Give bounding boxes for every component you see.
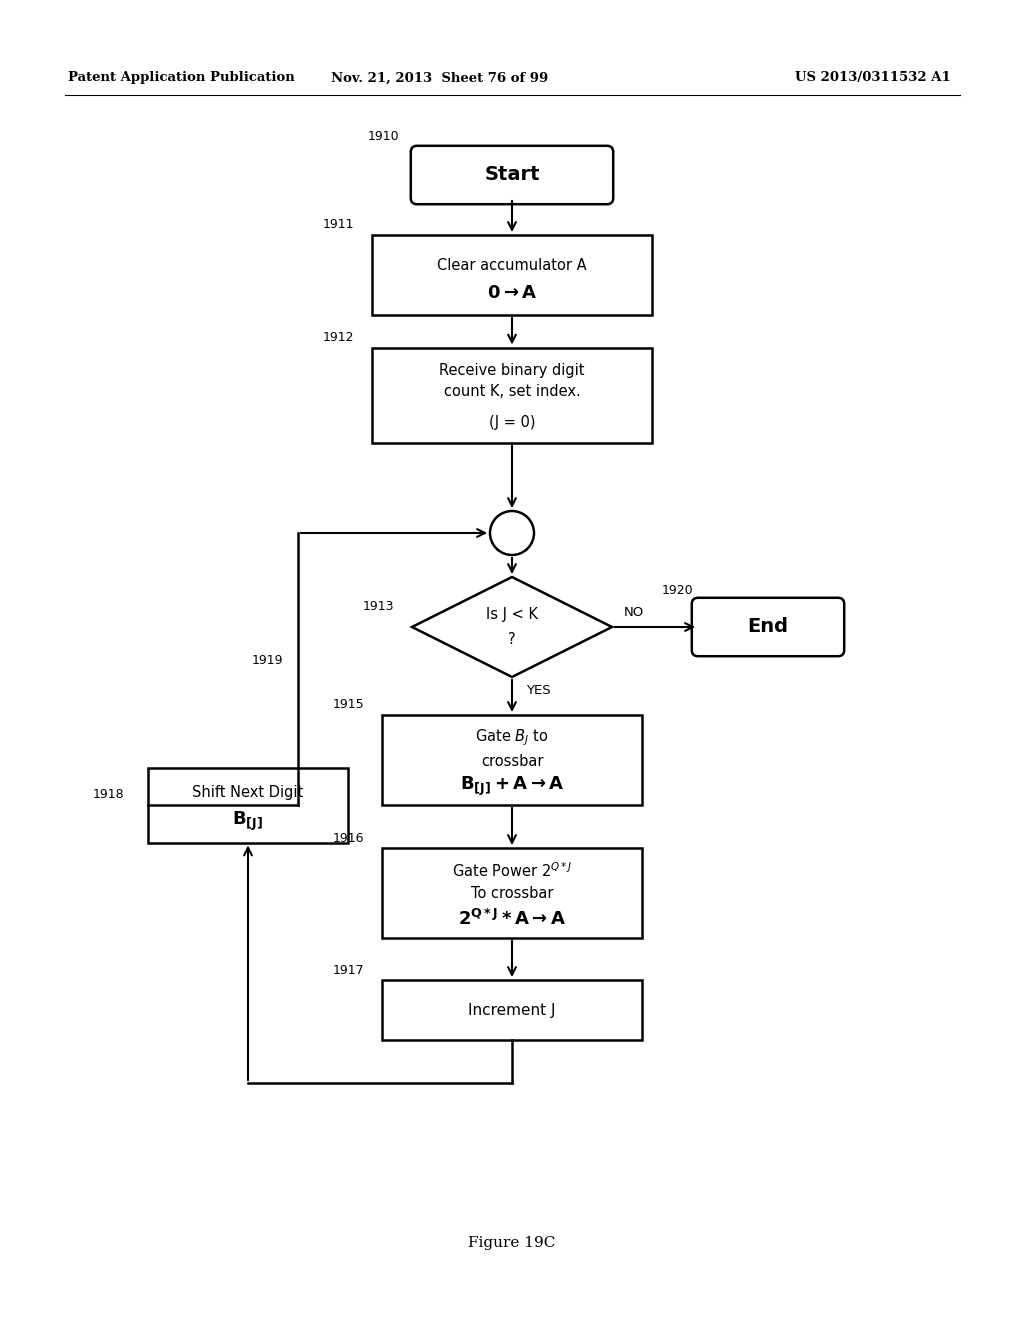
Text: 1916: 1916 [333,832,364,845]
Text: YES: YES [526,685,551,697]
Text: 1919: 1919 [252,653,283,667]
Text: NO: NO [624,606,644,619]
Text: 1920: 1920 [662,583,693,597]
Bar [382,847,642,939]
Text: Nov. 21, 2013  Sheet 76 of 99: Nov. 21, 2013 Sheet 76 of 99 [332,71,549,84]
Text: ?: ? [508,631,516,647]
Bar [372,235,652,315]
Bar [372,347,652,442]
Text: Increment J: Increment J [468,1002,556,1018]
Text: $\mathbf{B_{[J]} + A \rightarrow A}$: $\mathbf{B_{[J]} + A \rightarrow A}$ [460,775,564,797]
Text: 1910: 1910 [368,131,399,144]
Text: 1915: 1915 [333,698,364,711]
FancyBboxPatch shape [411,145,613,205]
Text: $\mathbf{0 \rightarrow A}$: $\mathbf{0 \rightarrow A}$ [486,284,538,302]
Text: Receive binary digit
count K, set index.: Receive binary digit count K, set index. [439,363,585,399]
Text: 1913: 1913 [362,601,394,614]
Text: US 2013/0311532 A1: US 2013/0311532 A1 [795,71,950,84]
Text: Gate $B_J$ to
crossbar: Gate $B_J$ to crossbar [475,727,549,768]
Text: 1918: 1918 [93,788,125,801]
Text: (J = 0): (J = 0) [488,416,536,430]
Text: 1912: 1912 [323,331,354,345]
Bar [382,715,642,805]
Text: $\mathbf{2^{Q*J} * A \rightarrow A}$: $\mathbf{2^{Q*J} * A \rightarrow A}$ [458,909,566,929]
Text: 1911: 1911 [323,219,354,231]
Text: $\mathbf{B_{[J]}}$: $\mathbf{B_{[J]}}$ [232,809,263,833]
Text: Start: Start [484,165,540,185]
Bar [148,767,348,842]
Text: Patent Application Publication: Patent Application Publication [68,71,295,84]
Text: 1917: 1917 [333,964,364,977]
Text: Figure 19C: Figure 19C [468,1236,556,1250]
Text: Gate Power $2^{Q*J}$
To crossbar: Gate Power $2^{Q*J}$ To crossbar [452,861,572,900]
Text: Clear accumulator A: Clear accumulator A [437,257,587,272]
Text: Is J < K: Is J < K [486,607,538,623]
FancyBboxPatch shape [692,598,844,656]
Text: End: End [748,618,788,636]
Bar [382,979,642,1040]
Text: Shift Next Digit: Shift Next Digit [193,785,304,800]
